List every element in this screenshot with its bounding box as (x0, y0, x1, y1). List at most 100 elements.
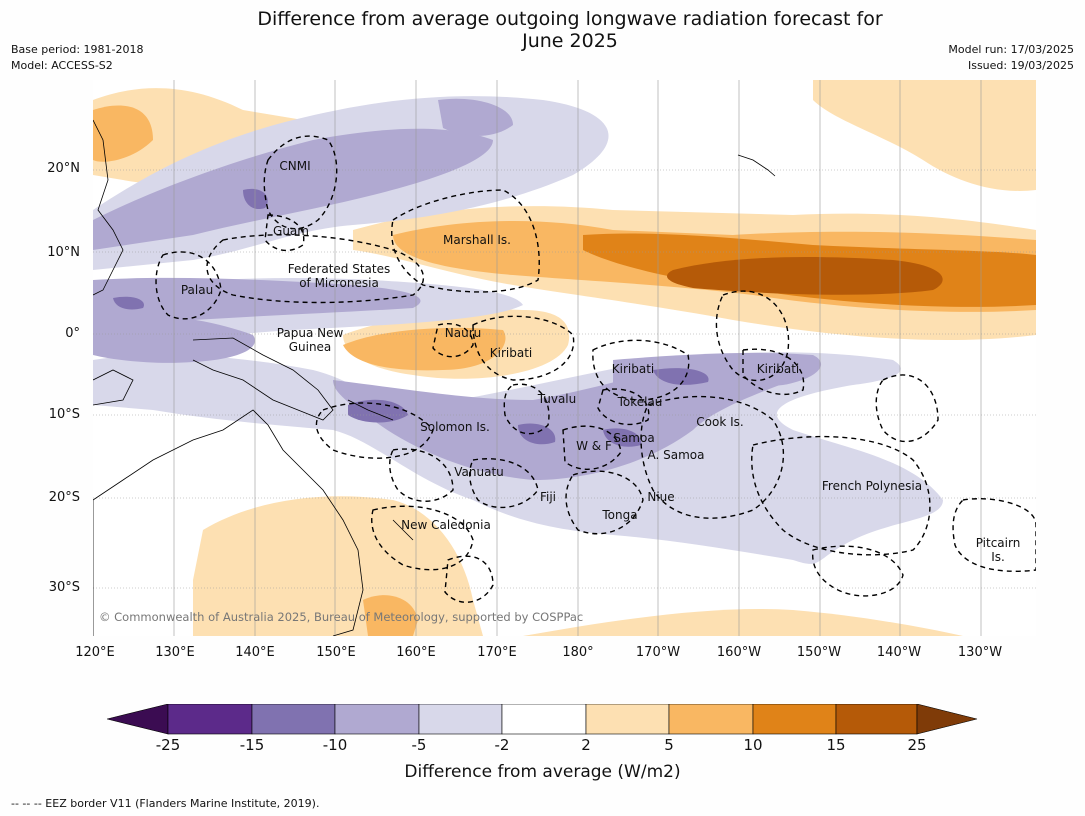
anomaly-dark-purple (653, 368, 709, 385)
colorbar-tick: 25 (907, 736, 927, 754)
colorbar-tick: -25 (155, 736, 181, 754)
place-label-tuvalu: Tuvalu (537, 392, 577, 406)
coast-new-caledonia (392, 519, 414, 541)
colorbar-swatch (418, 704, 503, 735)
place-label-fiji: Fiji (539, 490, 557, 504)
place-label-wallis-futuna: W & F (576, 439, 612, 453)
colorbar (107, 704, 978, 735)
anomaly-dark-purple (518, 423, 556, 445)
eez-tokelau (597, 388, 650, 426)
colorbar-swatch (752, 704, 837, 735)
colorbar-tick: -5 (411, 736, 427, 754)
place-label-vanuatu: Vanuatu (454, 465, 504, 479)
anomaly-mid-purple (93, 128, 493, 250)
eez-pitcairn (952, 498, 1036, 572)
lat-label-30s: 30°S (48, 580, 80, 595)
place-label-tokelau: Tokelau (617, 395, 663, 409)
place-label-cook: Cook Is. (696, 415, 744, 429)
place-label-fsm-line2: of Micronesia (299, 276, 379, 290)
lon-label-170w: 170°W (635, 645, 681, 660)
lat-label-10n: 10°N (47, 245, 80, 260)
lon-label-130e: 130°E (155, 645, 195, 660)
anomaly-deepest-orange (667, 257, 943, 295)
lon-label-160w: 160°W (716, 645, 762, 660)
anomaly-light-orange (523, 609, 963, 636)
positive-anomaly-fields (93, 80, 1036, 636)
lon-label-120e: 120°E (75, 645, 115, 660)
eez-kiribati-gilbert (472, 315, 575, 381)
meta-left: Base period: 1981-2018 Model: ACCESS-S2 (11, 42, 143, 74)
eez-new-caledonia (371, 505, 474, 571)
negative-anomaly-fields (93, 96, 943, 564)
eez-norfolk (444, 555, 494, 603)
lon-label-140e: 140°E (235, 645, 275, 660)
eez-palau (155, 251, 222, 320)
place-label-fsm-line1: Federated States (287, 262, 391, 276)
lon-label-160e: 160°E (396, 645, 436, 660)
colorbar-tick: 2 (581, 736, 591, 754)
eez-niue-tonga (565, 470, 644, 535)
colorbar-swatch (585, 704, 670, 735)
coast-asia (93, 119, 124, 296)
colorbar-swatch (835, 704, 918, 735)
colorbar-high-extension (916, 704, 978, 735)
coast-solomon (347, 399, 394, 421)
place-label-pitcairn-line1: Pitcairn (975, 536, 1021, 550)
base-period: Base period: 1981-2018 (11, 43, 144, 56)
anomaly-orange (363, 595, 418, 636)
eez-french-polynesia-east (875, 374, 939, 443)
lat-label-20n: 20°N (47, 161, 80, 176)
anomaly-dark-purple (603, 428, 642, 447)
place-label-marshall: Marshall Is. (443, 233, 511, 247)
anomaly-mid-purple (93, 277, 421, 325)
eez-fsm (206, 234, 425, 304)
lon-label-140w: 140°W (876, 645, 922, 660)
anomaly-light-orange (193, 496, 483, 636)
lon-label-150e: 150°E (316, 645, 356, 660)
place-label-tonga: Tonga (602, 508, 638, 522)
issued-date: Issued: 19/03/2025 (967, 59, 1074, 72)
title-line-2: June 2025 (522, 30, 618, 52)
eez-borders (155, 135, 1036, 603)
colorbar-tick: 15 (826, 736, 846, 754)
place-label-nauru: Nauru (444, 326, 482, 340)
anomaly-mid-purple (438, 98, 513, 136)
colorbar-tick: -10 (322, 736, 348, 754)
coast-australia (93, 409, 364, 636)
colorbar-swatch (167, 704, 253, 735)
title-line-1: Difference from average outgoing longwav… (257, 8, 883, 30)
lat-label-0: 0° (65, 326, 80, 341)
coast-borneo (93, 369, 134, 406)
anomaly-light-orange (813, 80, 1036, 191)
eez-french-polynesia (751, 435, 931, 556)
map-panel: CNMI Guam Marshall Is. Federated States … (93, 80, 1036, 636)
anomaly-map (93, 80, 1036, 636)
place-label-kiribati-line: Kiribati (756, 362, 800, 376)
colorbar-low-extension (107, 704, 169, 735)
eez-samoa-wf (562, 425, 622, 470)
colorbar-swatch (334, 704, 420, 735)
place-label-kiribati-gilbert: Kiribati (489, 346, 533, 360)
colorbar-swatch (668, 704, 754, 735)
place-label-niue: Niue (647, 490, 675, 504)
colorbar-swatch (251, 704, 336, 735)
eez-cnmi (263, 135, 338, 230)
place-label-guam: Guam (273, 224, 309, 238)
coastlines (93, 119, 776, 636)
place-label-cnmi: CNMI (279, 159, 311, 173)
graticule (93, 80, 1036, 636)
place-label-samoa: Samoa (613, 431, 655, 445)
place-label-american-samoa: A. Samoa (647, 448, 705, 462)
colorbar-title: Difference from average (W/m2) (404, 762, 681, 782)
colorbar-tick: -2 (494, 736, 510, 754)
eez-legend-note: -- -- -- EEZ border V11 (Flanders Marine… (11, 797, 320, 810)
eez-vanuatu (389, 448, 454, 502)
eez-kiribati-phoenix (592, 339, 690, 401)
lat-label-20s: 20°S (48, 490, 80, 505)
coast-hawaii (737, 154, 776, 177)
lon-label-180: 180° (562, 645, 594, 660)
eez-guam (264, 214, 305, 252)
colorbar-tick: 10 (743, 736, 763, 754)
anomaly-orange (93, 105, 153, 162)
place-label-new-caledonia: New Caledonia (401, 518, 491, 532)
